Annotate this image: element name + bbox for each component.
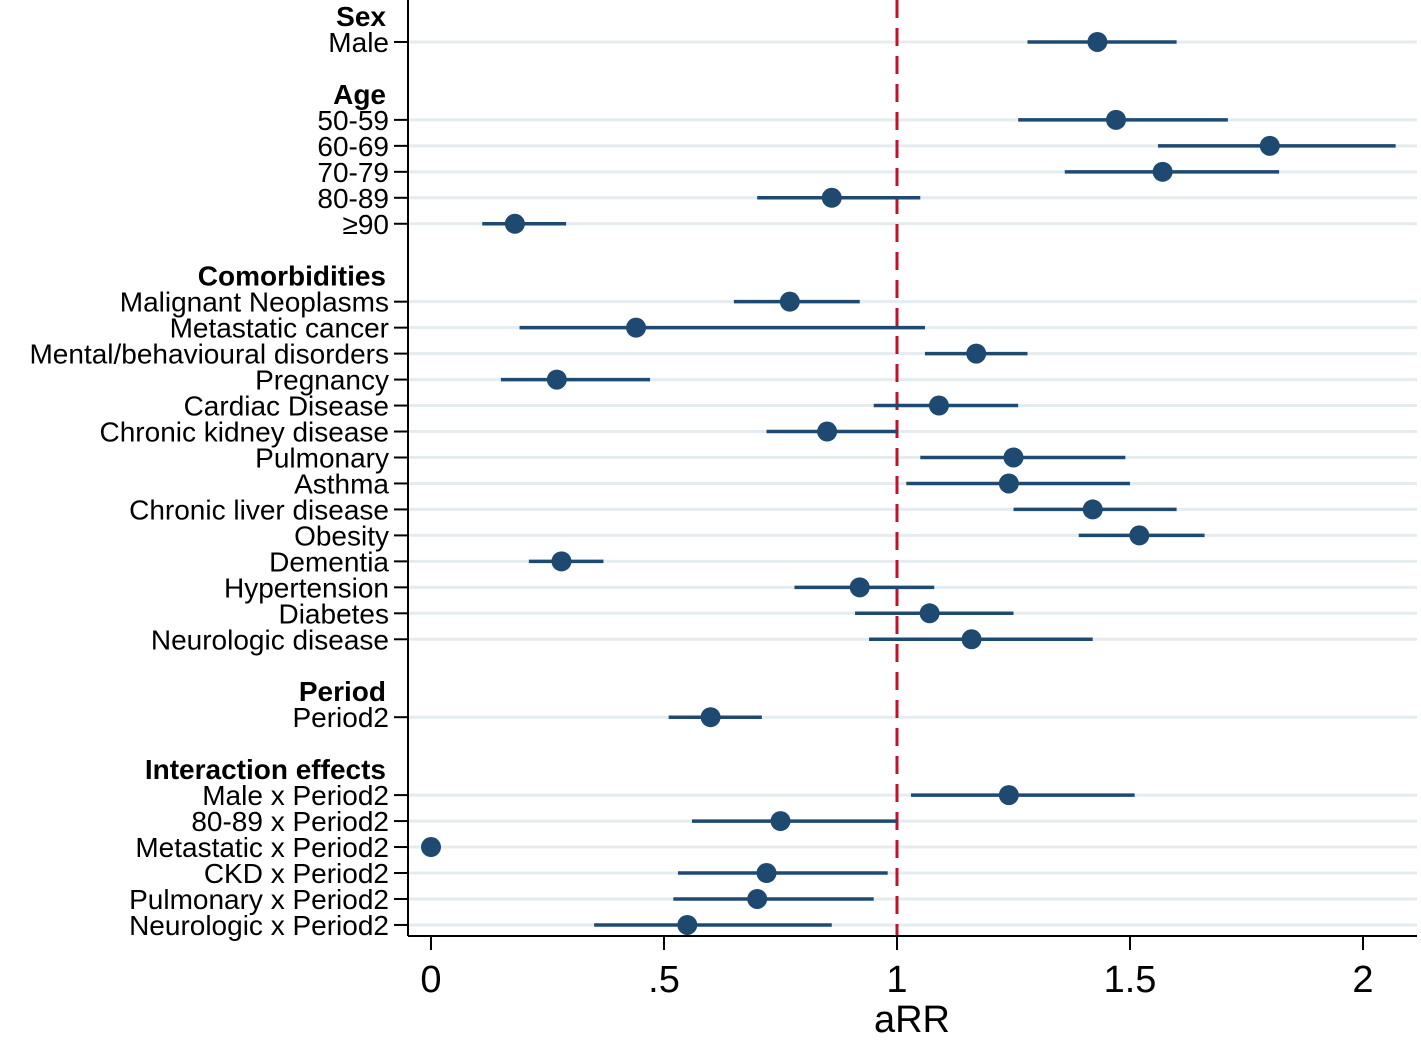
point-mental-behavioural-disorders <box>966 343 987 364</box>
row-label-neurologic-disease: Neurologic disease <box>151 624 389 655</box>
point-asthma <box>998 473 1019 494</box>
point-50-59 <box>1106 109 1127 130</box>
group-header-age: Age <box>333 79 386 110</box>
point-malignant-neoplasms <box>779 291 800 312</box>
point-dementia <box>551 551 572 572</box>
point-ge90 <box>504 213 525 234</box>
row-label-hypertension: Hypertension <box>224 572 389 603</box>
row-label-dementia: Dementia <box>269 546 389 577</box>
row-label-70-79: 70-79 <box>317 157 389 188</box>
row-label-metastatic-x-period2: Metastatic x Period2 <box>135 832 389 863</box>
row-label-male: Male <box>328 27 389 58</box>
point-period2 <box>700 707 721 728</box>
point-pulmonary <box>1003 447 1024 468</box>
point-hypertension <box>849 577 870 598</box>
row-label-80-89: 80-89 <box>317 183 389 214</box>
x-tick-label: 1.5 <box>1104 959 1157 1001</box>
point-80-89-x-period2 <box>770 811 791 832</box>
row-label-mental-behavioural-disorders: Mental/behavioural disorders <box>29 339 389 370</box>
row-label-metastatic-cancer: Metastatic cancer <box>170 313 389 344</box>
row-label-cardiac-disease: Cardiac Disease <box>184 391 389 422</box>
point-neurologic-disease <box>961 629 982 650</box>
point-male <box>1087 31 1108 52</box>
point-metastatic-x-period2 <box>421 837 441 858</box>
x-axis-ticks: 0 .5 1 1.5 2 <box>420 936 1374 1001</box>
row-label-pregnancy: Pregnancy <box>255 365 389 396</box>
point-ckd-x-period2 <box>756 863 777 884</box>
row-label-pulmonary: Pulmonary <box>255 442 389 473</box>
row-label-50-59: 50-59 <box>317 105 389 136</box>
group-header-comorbidities: Comorbidities <box>198 261 386 292</box>
point-80-89 <box>821 187 842 208</box>
row-label-obesity: Obesity <box>294 520 389 551</box>
point-70-79 <box>1152 161 1173 182</box>
point-pulmonary-x-period2 <box>747 888 768 909</box>
point-chronic-kidney-disease <box>817 421 838 442</box>
point-cardiac-disease <box>928 395 949 416</box>
point-obesity <box>1129 525 1150 546</box>
point-pregnancy <box>546 369 567 390</box>
row-label-diabetes: Diabetes <box>278 598 389 629</box>
point-male-x-period2 <box>998 785 1019 806</box>
group-header-sex: Sex <box>336 1 386 32</box>
row-label-period2: Period2 <box>292 702 389 733</box>
point-neurologic-x-period2 <box>677 914 698 935</box>
y-axis-ticks <box>394 40 408 926</box>
group-header-period: Period <box>299 676 386 707</box>
row-label-chronic-kidney-disease: Chronic kidney disease <box>100 417 390 448</box>
row-label-male-x-period2: Male x Period2 <box>202 780 389 811</box>
point-chronic-liver-disease <box>1082 499 1103 520</box>
group-header-interaction-effects: Interaction effects <box>145 754 386 785</box>
row-label-ge90: ≥90 <box>342 209 389 240</box>
row-label-asthma: Asthma <box>294 468 389 499</box>
x-tick-label: 0 <box>420 959 441 1001</box>
x-tick-label: 2 <box>1352 959 1373 1001</box>
row-label-ckd-x-period2: CKD x Period2 <box>204 858 389 889</box>
point-estimates <box>421 31 1280 935</box>
x-tick-label: 1 <box>886 959 907 1001</box>
row-label-neurologic-x-period2: Neurologic x Period2 <box>129 910 389 941</box>
point-metastatic-cancer <box>626 317 647 338</box>
point-diabetes <box>919 603 940 624</box>
row-label-pulmonary-x-period2: Pulmonary x Period2 <box>129 884 389 915</box>
x-tick-label: .5 <box>648 959 680 1001</box>
row-label-malignant-neoplasms: Malignant Neoplasms <box>120 287 389 318</box>
row-label-60-69: 60-69 <box>317 131 389 162</box>
row-label-chronic-liver-disease: Chronic liver disease <box>129 494 389 525</box>
x-axis-label: aRR <box>874 999 950 1041</box>
point-60-69 <box>1259 135 1280 156</box>
row-label-80-89-x-period2: 80-89 x Period2 <box>191 806 389 837</box>
